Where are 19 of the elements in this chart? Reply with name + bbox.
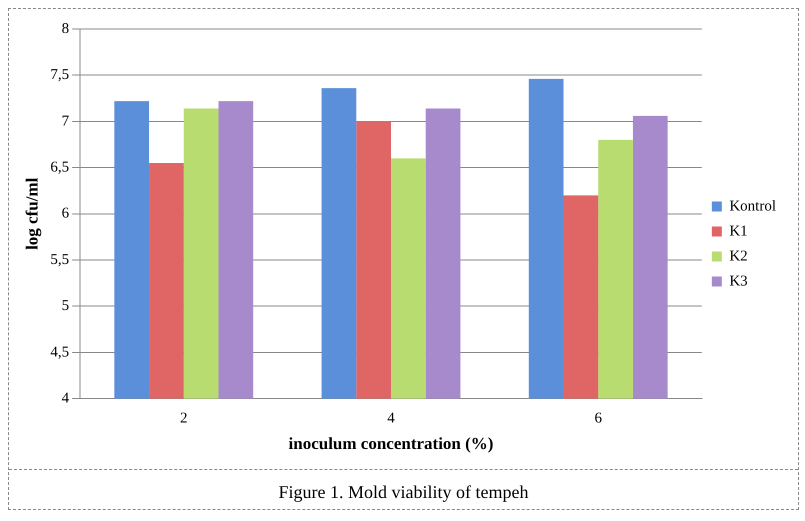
y-tick-label: 6 [62, 206, 70, 222]
y-tick-label: 7 [62, 113, 70, 130]
legend-label: K3 [729, 273, 748, 290]
legend-label: K1 [729, 223, 748, 240]
caption: Figure 1. Mold viability of tempeh [9, 469, 798, 509]
y-axis-title: log cfu/ml [22, 177, 42, 250]
x-axis-title: inoculum concentration (%) [288, 434, 494, 454]
y-tick-label: 8 [62, 20, 70, 37]
x-tick-label: 4 [387, 410, 396, 427]
y-tick-label: 5 [62, 298, 70, 314]
legend-label: Kontrol [729, 198, 776, 214]
y-tick-label: 4,5 [50, 344, 70, 360]
y-tick-label: 7,5 [50, 67, 70, 84]
x-tick-label: 6 [594, 410, 602, 427]
y-tick-label: 5,5 [50, 252, 70, 268]
x-tick-label: 2 [180, 410, 188, 427]
legend-label: K2 [729, 248, 748, 264]
y-tick-label: 6,5 [50, 160, 70, 176]
y-tick-label: 4 [62, 390, 70, 407]
